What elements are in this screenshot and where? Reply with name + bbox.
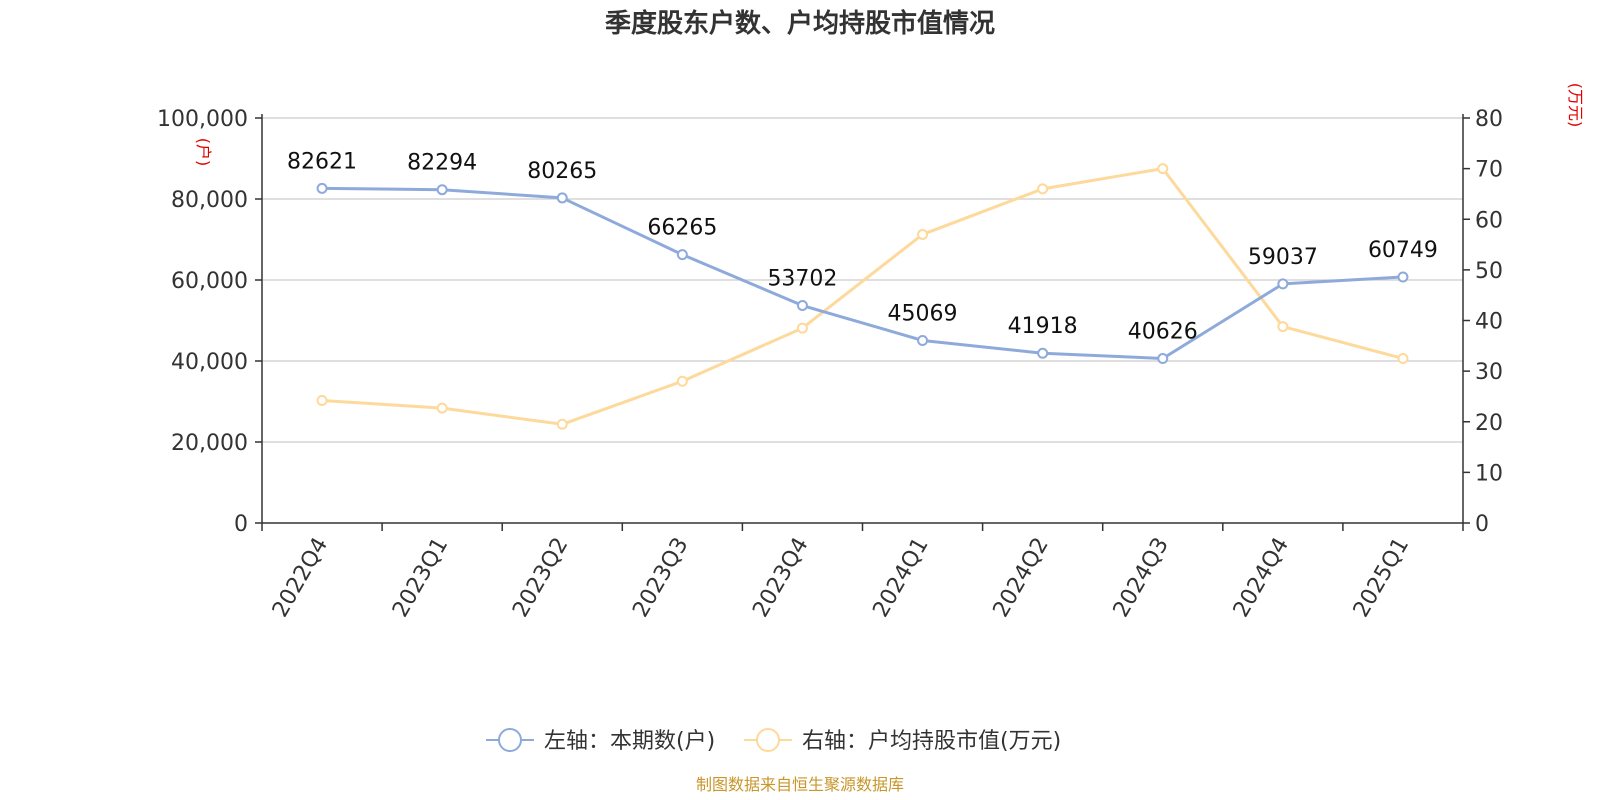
x-axis-tick-label: 2024Q1 [868,534,933,622]
series-line-left [320,186,1405,360]
data-label: 59037 [1248,245,1318,270]
legend[interactable]: 左轴：本期数(户) 右轴：户均持股市值(万元) [486,728,1061,754]
series-point-right [436,402,448,414]
data-label: 45069 [888,301,958,326]
data-label: 80265 [527,159,597,184]
right-axis-unit: (万元) [1566,83,1585,128]
right-axis-tick-label: 30 [1475,360,1503,385]
series-point-right [1157,163,1169,175]
series-point-right [796,322,808,334]
series-point-right [1277,321,1289,333]
x-axis-tick-label: 2025Q1 [1349,534,1414,622]
left-axis-tick-label: 40,000 [171,350,248,375]
x-axis-tick-label: 2024Q3 [1109,534,1174,622]
x-axis-tick-label: 2024Q2 [989,534,1054,622]
legend-item-right[interactable]: 右轴：户均持股市值(万元) [744,728,1061,754]
series-point-left [1157,352,1169,364]
series-point-left [676,249,688,261]
x-axis-tick-label: 2023Q4 [748,534,813,622]
data-label: 82294 [407,151,477,176]
series-point-left [1397,271,1409,283]
series-point-left [796,300,808,312]
x-axis-tick-label: 2024Q4 [1229,534,1294,622]
data-label: 82621 [287,149,357,174]
data-label: 60749 [1368,238,1438,263]
left-axis-unit: (户) [194,138,213,167]
left-axis-tick-label: 60,000 [171,269,248,294]
right-axis-tick-label: 0 [1475,512,1489,537]
series-point-left [917,334,929,346]
left-axis-tick-label: 0 [234,512,248,537]
legend-label: 左轴：本期数(户) [544,729,715,754]
series-point-left [1037,347,1049,359]
x-axis-tick-label: 2023Q2 [508,534,573,622]
series-point-left [1277,278,1289,290]
axes: 100,000 80,000 60,000 40,000 20,000 0 80 70 60 50… [157,107,1503,622]
right-axis-tick-label: 50 [1475,259,1503,284]
series-point-left [556,192,568,204]
series-line-right [320,167,1405,426]
right-axis-tick-label: 20 [1475,411,1503,436]
source-note: 制图数据来自恒生聚源数据库 [696,775,904,794]
x-axis-tick-label: 2023Q1 [388,534,453,622]
legend-marker [498,728,522,752]
series-point-right [316,394,328,406]
series-point-left [436,184,448,196]
data-label: 53702 [767,267,837,292]
legend-item-left[interactable]: 左轴：本期数(户) [486,728,715,754]
series-layer: 82621 82294 80265 66265 53702 45069 41918 40626… [287,149,1438,430]
data-label: 40626 [1128,319,1198,344]
left-axis-tick-label: 80,000 [171,188,248,213]
x-axis-tick-label: 2023Q3 [628,534,693,622]
series-point-right [676,375,688,387]
right-axis-tick-label: 70 [1475,158,1503,183]
data-label: 66265 [647,216,717,241]
right-axis-tick-label: 80 [1475,107,1503,132]
series-point-right [917,228,929,240]
right-axis-tick-label: 10 [1475,461,1503,486]
x-axis-tick-label: 2022Q4 [268,534,333,622]
left-axis-tick-label: 20,000 [171,431,248,456]
series-point-left [316,182,328,194]
data-label: 41918 [1008,314,1078,339]
right-axis-tick-label: 60 [1475,208,1503,233]
right-axis-tick-label: 40 [1475,310,1503,335]
series-point-right [1037,183,1049,195]
chart-title: 季度股东户数、户均持股市值情况 [605,8,995,39]
series-point-right [1397,352,1409,364]
series-point-right [556,418,568,430]
legend-label: 右轴：户均持股市值(万元) [802,729,1061,754]
legend-marker [756,728,780,752]
left-axis-tick-label: 100,000 [157,107,248,132]
